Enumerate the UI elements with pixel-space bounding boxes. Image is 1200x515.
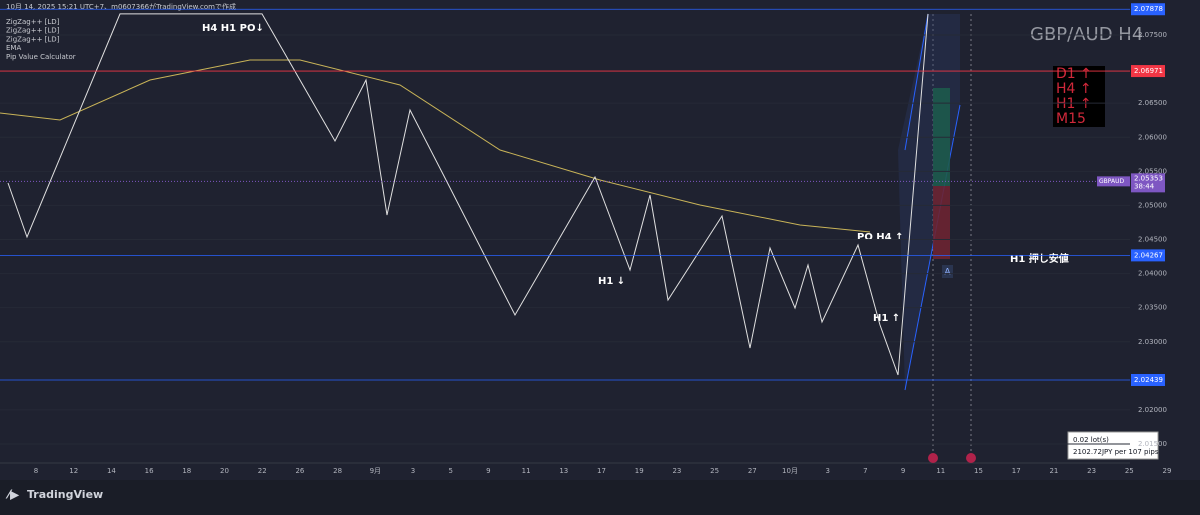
time-tick-label: 17 [597, 467, 606, 475]
time-tick-label: 25 [710, 467, 719, 475]
brand: TradingView [27, 488, 103, 501]
stop-zone [933, 186, 950, 259]
time-tick-label: 11 [936, 467, 945, 475]
time-tick-label: 13 [559, 467, 568, 475]
time-tick-label: 12 [69, 467, 78, 475]
time-tick-label: 27 [748, 467, 757, 475]
symbol-tag-label: GBPAUD [1099, 178, 1124, 185]
time-tick-label: 18 [182, 467, 191, 475]
level-tag [1131, 3, 1165, 16]
price-tick-label: 2.05000 [1138, 201, 1167, 209]
time-tick-label: 5 [448, 467, 452, 475]
time-tick-label: 15 [974, 467, 983, 475]
timeframe: D1 ↑ [1056, 66, 1092, 82]
annotation: PO H4 ↑ [857, 232, 904, 243]
time-tick-label: 19 [635, 467, 644, 475]
level-label: 2.04267 [1134, 251, 1163, 259]
level-label: 2.02439 [1134, 376, 1163, 384]
timeframe: H1 ↑ [1056, 96, 1092, 112]
level-tag [1131, 249, 1165, 262]
marker: A [944, 268, 951, 278]
time-tick-label: 23 [672, 467, 681, 475]
time-tick-label: 8 [34, 467, 38, 475]
time-tick-label: 20 [220, 467, 229, 475]
price-tick-label: 2.05500 [1138, 167, 1167, 175]
indicator-label: ZigZag++ [LD] [6, 35, 60, 43]
annotation: H1 ↑ [873, 313, 900, 324]
countdown: 38:44 [1134, 182, 1155, 190]
annotation: H1 ↓ [598, 276, 625, 287]
time-tick-label: 23 [1087, 467, 1096, 475]
level-tag [1131, 373, 1165, 386]
price-tick-label: 2.06000 [1138, 133, 1167, 141]
time-tick-label: 14 [107, 467, 116, 475]
time-tick-label: 9月 [370, 467, 381, 475]
indicator-label: ZigZag++ [LD] [6, 27, 60, 35]
time-tick-label: 26 [295, 467, 304, 475]
channel-line [904, 13, 929, 151]
time-tick-label: 21 [1049, 467, 1058, 475]
time-tick-label: 9 [486, 467, 490, 475]
price-tick-label: 2.02000 [1138, 406, 1167, 414]
level-tag [1131, 65, 1165, 78]
time-tick-label: 28 [333, 467, 342, 475]
time-tick-label: 25 [1125, 467, 1134, 475]
event-icon[interactable] [966, 453, 976, 463]
annotation: H4 H1 PO↓ [202, 23, 264, 34]
timeframe: M15 [1056, 111, 1086, 127]
price-tick-label: 2.04500 [1138, 236, 1167, 244]
price-tick-label: 2.01500 [1138, 440, 1167, 448]
time-tick-label: 16 [145, 467, 154, 475]
current-tag [1131, 173, 1165, 193]
time-tick-label: 29 [1163, 467, 1172, 475]
price-tick-label: 2.03000 [1138, 338, 1167, 346]
level-label: 2.07878 [1134, 5, 1163, 13]
caption: 10月 14, 2025 15:21 UTC+7、m0607366がTradin… [6, 2, 236, 11]
footer [0, 480, 1200, 511]
pip-box [1067, 431, 1159, 460]
indicator-label: Pip Value Calculator [6, 53, 76, 61]
time-tick-label: 3 [825, 467, 829, 475]
symbol-tag [1097, 176, 1130, 187]
price-tick-label: 2.04000 [1138, 270, 1167, 278]
timeframe: H4 ↑ [1056, 81, 1092, 97]
marker-box [942, 265, 953, 278]
time-tick-label: 22 [258, 467, 267, 475]
ema-line [0, 59, 871, 233]
zigzag-line [7, 13, 929, 376]
price-tick-label: 2.07500 [1138, 31, 1167, 39]
price-tick-label: 2.03500 [1138, 304, 1167, 312]
time-tick-label: 3 [411, 467, 415, 475]
indicator-label: EMA [6, 44, 21, 52]
current-label: 2.05353 [1134, 174, 1163, 182]
pip-value: 2102.72JPY per 107 pips [1073, 448, 1159, 456]
pip-lots: 0.02 lot(s) [1073, 436, 1109, 444]
time-tick-label: 7 [863, 467, 867, 475]
time-tick-label: 17 [1012, 467, 1021, 475]
time-tick-label: 10月 [782, 467, 798, 475]
level-label: 2.06971 [1134, 67, 1163, 75]
time-tick-label: 11 [522, 467, 531, 475]
price-tick-label: 2.06500 [1138, 99, 1167, 107]
timeframe-box [1053, 66, 1105, 127]
time-tick-label: 9 [901, 467, 905, 475]
indicator-label: ZigZag++ [LD] [6, 18, 60, 26]
annotation: H1 押し安値 [1010, 252, 1069, 265]
channel-line [904, 104, 961, 391]
event-icon[interactable] [928, 453, 938, 463]
price-axis [1130, 0, 1200, 480]
logo-mark: ⁄▶ [5, 488, 20, 502]
